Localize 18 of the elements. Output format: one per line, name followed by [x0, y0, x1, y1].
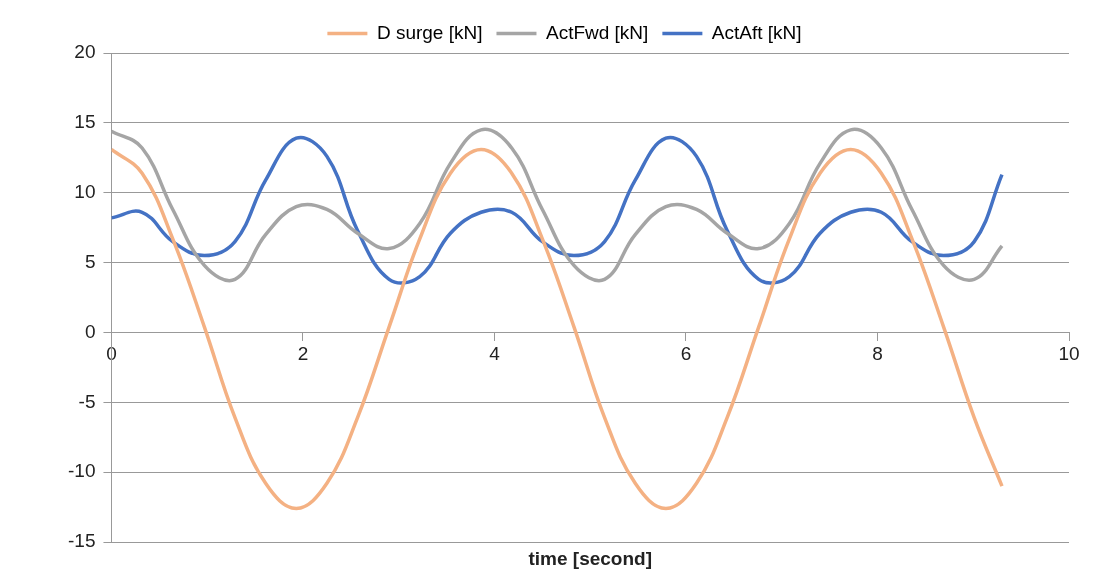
x-tick-label: 8: [872, 343, 883, 365]
y-tick-label: -5: [78, 390, 96, 412]
y-tick-label: 20: [74, 41, 96, 63]
y-tick-label: 15: [74, 111, 96, 133]
y-tick-label: -15: [67, 530, 96, 552]
y-tick-label: -10: [67, 460, 96, 482]
x-tick-label: 6: [680, 343, 692, 365]
x-tick-label: 0: [106, 343, 117, 365]
x-tick-label: 10: [1058, 343, 1080, 365]
x-tick-label: 4: [489, 343, 501, 365]
legend-label: ActAft [kN]: [711, 21, 802, 43]
y-tick-label: 10: [74, 180, 96, 202]
legend-label: ActFwd [kN]: [545, 21, 649, 43]
x-tick-label: 2: [297, 343, 309, 365]
y-tick-label: 0: [84, 320, 96, 342]
y-tick-label: 5: [84, 250, 96, 272]
legend-label: D surge [kN]: [376, 21, 483, 43]
x-axis-title: time [second]: [528, 547, 652, 569]
